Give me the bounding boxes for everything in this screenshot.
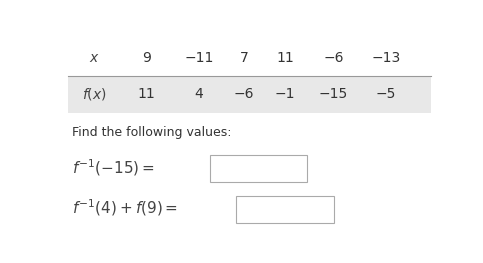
- Text: −11: −11: [184, 51, 213, 65]
- Text: 4: 4: [195, 87, 203, 101]
- Text: 11: 11: [276, 51, 294, 65]
- Text: −15: −15: [319, 87, 348, 101]
- Text: $x$: $x$: [89, 51, 99, 65]
- Text: −5: −5: [376, 87, 396, 101]
- Text: $f^{-1}(4) + f(9) =$: $f^{-1}(4) + f(9) =$: [71, 198, 178, 218]
- Text: 9: 9: [142, 51, 151, 65]
- Text: −6: −6: [234, 87, 254, 101]
- Text: −13: −13: [371, 51, 401, 65]
- Text: $f^{-1}(-15) =$: $f^{-1}(-15) =$: [71, 157, 155, 178]
- Text: −1: −1: [275, 87, 295, 101]
- Bar: [236, 196, 334, 223]
- Text: $f(x)$: $f(x)$: [82, 86, 106, 102]
- Text: −6: −6: [324, 51, 344, 65]
- Text: 11: 11: [138, 87, 156, 101]
- Bar: [68, 76, 431, 113]
- Bar: [210, 155, 307, 183]
- Text: Find the following values:: Find the following values:: [71, 126, 231, 139]
- Text: 7: 7: [240, 51, 248, 65]
